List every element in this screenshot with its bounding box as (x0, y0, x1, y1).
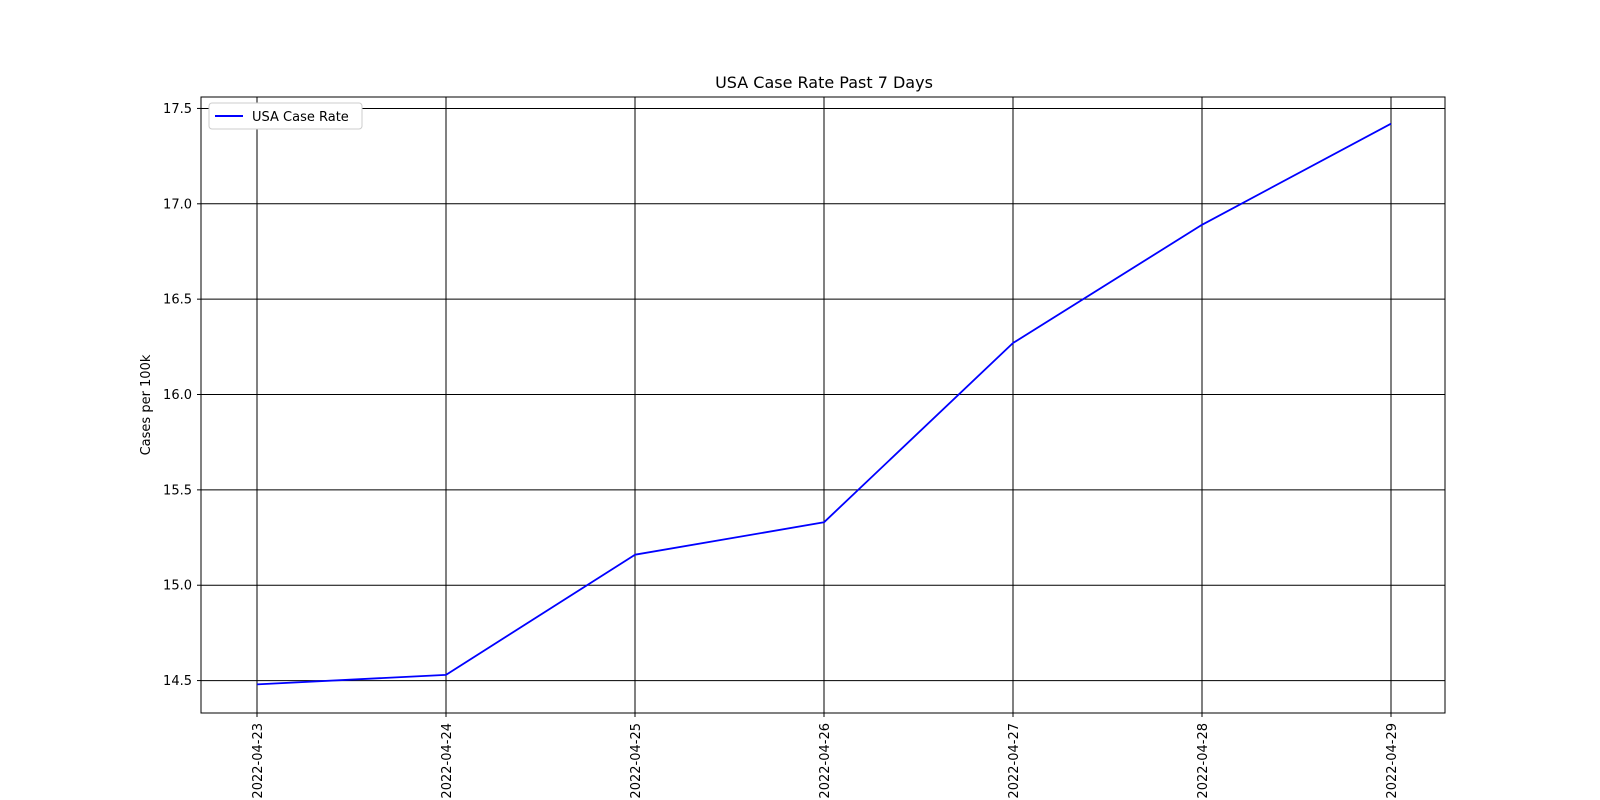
plot-frame (200, 96, 1446, 714)
y-tick-label: 15.5 (163, 483, 192, 498)
y-tick-label: 16.5 (163, 293, 192, 308)
x-tick-label: 2022-04-29 (1385, 723, 1400, 799)
x-tick-label: 2022-04-26 (818, 723, 833, 799)
x-tick-label: 2022-04-27 (1007, 723, 1022, 799)
chart-title: USA Case Rate Past 7 Days (715, 73, 933, 92)
x-tick-label: 2022-04-23 (251, 723, 266, 799)
y-tick-label: 15.0 (163, 579, 192, 594)
series-layer (256, 122, 1392, 686)
x-tick-label: 2022-04-25 (629, 723, 644, 799)
legend-label-usa-case-rate: USA Case Rate (252, 110, 349, 125)
grid-lines (201, 97, 1445, 713)
y-axis-label: Cases per 100k (139, 354, 154, 455)
legend-box (208, 102, 363, 130)
series-line-usa-case-rate (256, 122, 1392, 686)
x-axis-ticks: 2022-04-23 2022-04-24 2022-04-25 2022-04-26… (251, 713, 1400, 799)
y-tick-label: 17.5 (163, 102, 192, 117)
x-tick-label: 2022-04-28 (1196, 723, 1211, 799)
x-tick-label: 2022-04-24 (440, 723, 455, 799)
y-tick-label: 16.0 (163, 388, 192, 403)
legend: USA Case Rate (208, 102, 363, 130)
y-axis-ticks: 14.5 15.0 15.5 16.0 16.5 17.0 17.5 (163, 102, 201, 689)
y-tick-label: 17.0 (163, 197, 192, 212)
y-tick-label: 14.5 (163, 674, 192, 689)
